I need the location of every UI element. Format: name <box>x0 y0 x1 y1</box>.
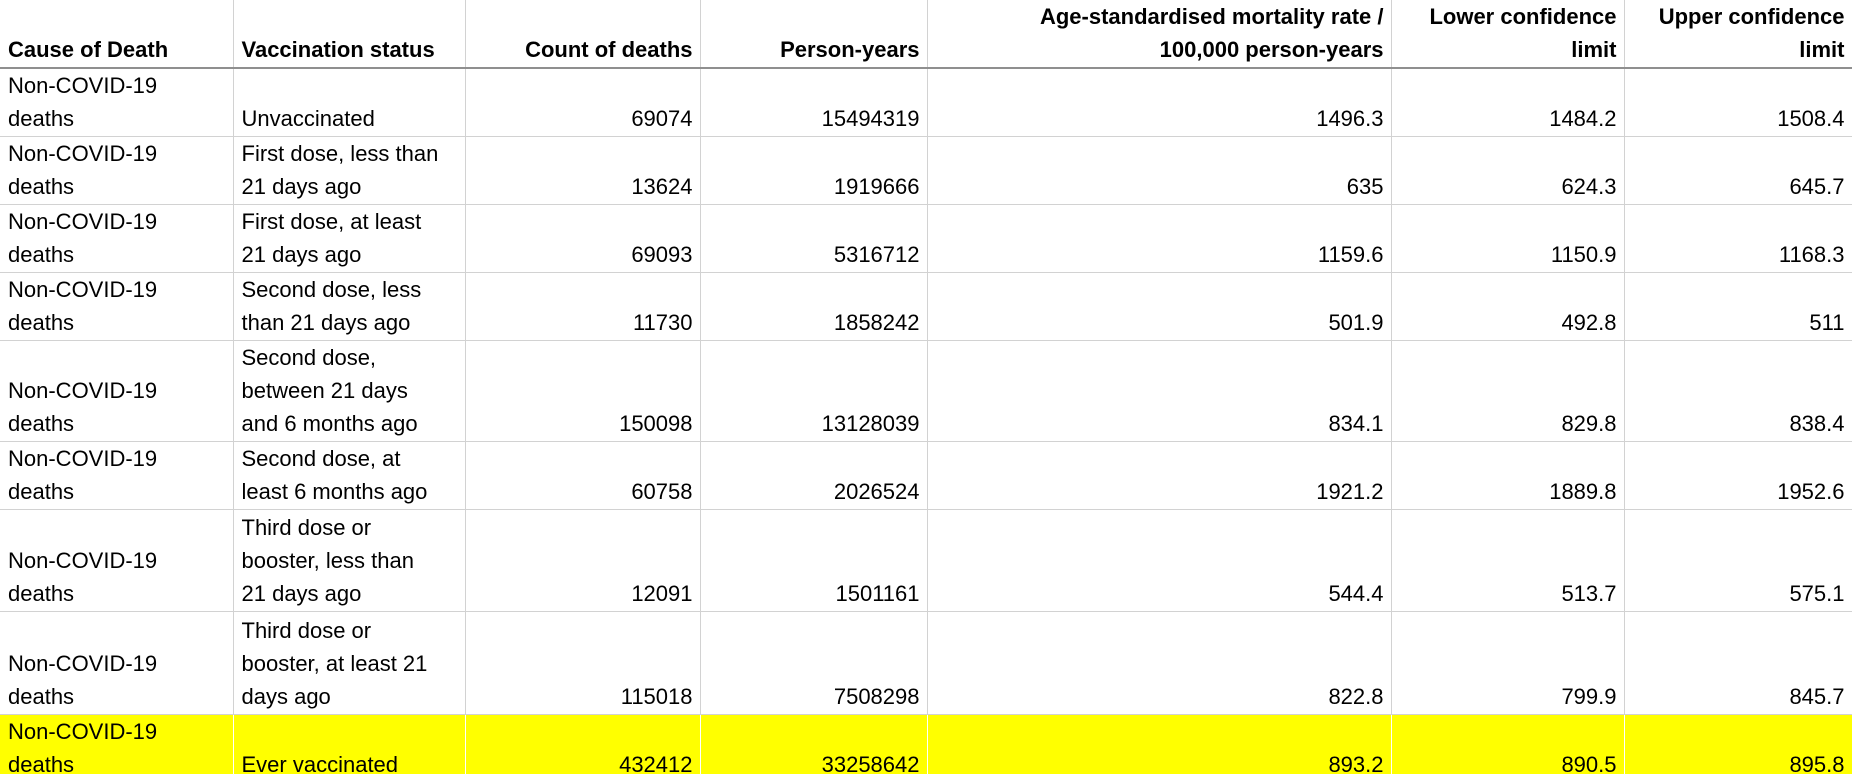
cell-lower-confidence-limit[interactable]: 624.3 <box>1391 136 1625 205</box>
cell-count-of-deaths[interactable]: 69093 <box>465 204 701 273</box>
cell-cause-of-death[interactable]: Non-COVID-19 deaths <box>0 340 234 442</box>
cell-lower-confidence-limit[interactable]: 890.5 <box>1391 714 1624 774</box>
cell-upper-confidence-limit[interactable]: 511 <box>1624 272 1852 341</box>
cell-lower-confidence-limit[interactable]: 829.8 <box>1391 340 1625 442</box>
cell-cause-of-death[interactable]: Non-COVID-19 deaths <box>0 136 234 205</box>
cell-age-standardised-mortality-rate[interactable]: 822.8 <box>927 611 1392 715</box>
cell-age-standardised-mortality-rate[interactable]: 893.2 <box>927 714 1391 774</box>
cell-lower-confidence-limit[interactable]: 1889.8 <box>1391 441 1625 510</box>
cell-person-years[interactable]: 5316712 <box>700 204 928 273</box>
cell-upper-confidence-limit[interactable]: 895.8 <box>1624 714 1852 774</box>
cell-vaccination-status[interactable]: Third dose or booster, at least 21 days … <box>233 611 466 715</box>
cell-person-years[interactable]: 13128039 <box>700 340 928 442</box>
header-age-standardised-mortality-rate[interactable]: Age-standardised mortality rate / 100,00… <box>927 0 1392 69</box>
cell-count-of-deaths[interactable]: 432412 <box>465 714 700 774</box>
cell-upper-confidence-limit[interactable]: 1952.6 <box>1624 441 1852 510</box>
cell-lower-confidence-limit[interactable]: 1150.9 <box>1391 204 1625 273</box>
cell-person-years[interactable]: 7508298 <box>700 611 928 715</box>
cell-upper-confidence-limit[interactable]: 845.7 <box>1624 611 1852 715</box>
cell-vaccination-status[interactable]: Second dose, between 21 days and 6 month… <box>233 340 466 442</box>
cell-count-of-deaths[interactable]: 115018 <box>465 611 701 715</box>
table-row: Non-COVID-19 deaths Third dose or booste… <box>0 611 1852 715</box>
cell-lower-confidence-limit[interactable]: 492.8 <box>1391 272 1625 341</box>
cell-cause-of-death[interactable]: Non-COVID-19 deaths <box>0 272 234 341</box>
header-row: Cause of Death Vaccination status Count … <box>0 0 1852 69</box>
cell-lower-confidence-limit[interactable]: 1484.2 <box>1391 68 1625 137</box>
cell-age-standardised-mortality-rate[interactable]: 834.1 <box>927 340 1392 442</box>
cell-count-of-deaths[interactable]: 11730 <box>465 272 701 341</box>
cell-upper-confidence-limit[interactable]: 575.1 <box>1624 509 1852 612</box>
cell-person-years[interactable]: 15494319 <box>700 68 928 137</box>
table-row: Non-COVID-19 deaths First dose, at least… <box>0 204 1852 273</box>
cell-vaccination-status[interactable]: Unvaccinated <box>233 68 466 137</box>
cell-upper-confidence-limit[interactable]: 838.4 <box>1624 340 1852 442</box>
table-row: Non-COVID-19 deaths First dose, less tha… <box>0 136 1852 205</box>
table-row-highlighted: Non-COVID-19 deaths Ever vaccinated 4324… <box>0 714 1852 774</box>
cell-count-of-deaths[interactable]: 13624 <box>465 136 701 205</box>
cell-cause-of-death[interactable]: Non-COVID-19 deaths <box>0 204 234 273</box>
cell-cause-of-death[interactable]: Non-COVID-19 deaths <box>0 611 234 715</box>
table-row: Non-COVID-19 deaths Second dose, between… <box>0 340 1852 442</box>
header-upper-confidence-limit[interactable]: Upper confidence limit <box>1624 0 1852 69</box>
cell-vaccination-status[interactable]: Third dose or booster, less than 21 days… <box>233 509 466 612</box>
cell-vaccination-status[interactable]: First dose, at least 21 days ago <box>233 204 466 273</box>
header-person-years[interactable]: Person-years <box>700 0 928 69</box>
cell-count-of-deaths[interactable]: 12091 <box>465 509 701 612</box>
cell-count-of-deaths[interactable]: 60758 <box>465 441 701 510</box>
cell-upper-confidence-limit[interactable]: 645.7 <box>1624 136 1852 205</box>
cell-lower-confidence-limit[interactable]: 513.7 <box>1391 509 1625 612</box>
cell-upper-confidence-limit[interactable]: 1168.3 <box>1624 204 1852 273</box>
cell-age-standardised-mortality-rate[interactable]: 544.4 <box>927 509 1392 612</box>
cell-age-standardised-mortality-rate[interactable]: 1159.6 <box>927 204 1392 273</box>
cell-cause-of-death[interactable]: Non-COVID-19 deaths <box>0 714 233 774</box>
cell-age-standardised-mortality-rate[interactable]: 635 <box>927 136 1392 205</box>
cell-person-years[interactable]: 1858242 <box>700 272 928 341</box>
cell-lower-confidence-limit[interactable]: 799.9 <box>1391 611 1625 715</box>
cell-count-of-deaths[interactable]: 69074 <box>465 68 701 137</box>
cell-vaccination-status[interactable]: Second dose, at least 6 months ago <box>233 441 466 510</box>
cell-person-years[interactable]: 1501161 <box>700 509 928 612</box>
table-row: Non-COVID-19 deaths Second dose, less th… <box>0 272 1852 341</box>
cell-cause-of-death[interactable]: Non-COVID-19 deaths <box>0 509 234 612</box>
cell-age-standardised-mortality-rate[interactable]: 1921.2 <box>927 441 1392 510</box>
cell-person-years[interactable]: 1919666 <box>700 136 928 205</box>
header-vaccination-status[interactable]: Vaccination status <box>233 0 466 69</box>
table-row: Non-COVID-19 deaths Third dose or booste… <box>0 509 1852 612</box>
table-row: Non-COVID-19 deaths Second dose, at leas… <box>0 441 1852 510</box>
cell-vaccination-status[interactable]: Ever vaccinated <box>233 714 465 774</box>
cell-person-years[interactable]: 2026524 <box>700 441 928 510</box>
cell-age-standardised-mortality-rate[interactable]: 1496.3 <box>927 68 1392 137</box>
cell-upper-confidence-limit[interactable]: 1508.4 <box>1624 68 1852 137</box>
cell-vaccination-status[interactable]: First dose, less than 21 days ago <box>233 136 466 205</box>
header-count-of-deaths[interactable]: Count of deaths <box>465 0 701 69</box>
cell-count-of-deaths[interactable]: 150098 <box>465 340 701 442</box>
header-lower-confidence-limit[interactable]: Lower confidence limit <box>1391 0 1625 69</box>
cell-cause-of-death[interactable]: Non-COVID-19 deaths <box>0 441 234 510</box>
header-cause-of-death[interactable]: Cause of Death <box>0 0 234 69</box>
cell-cause-of-death[interactable]: Non-COVID-19 deaths <box>0 68 234 137</box>
cell-person-years[interactable]: 33258642 <box>700 714 927 774</box>
table-row: Non-COVID-19 deaths Unvaccinated 69074 1… <box>0 68 1852 137</box>
cell-vaccination-status[interactable]: Second dose, less than 21 days ago <box>233 272 466 341</box>
cell-age-standardised-mortality-rate[interactable]: 501.9 <box>927 272 1392 341</box>
